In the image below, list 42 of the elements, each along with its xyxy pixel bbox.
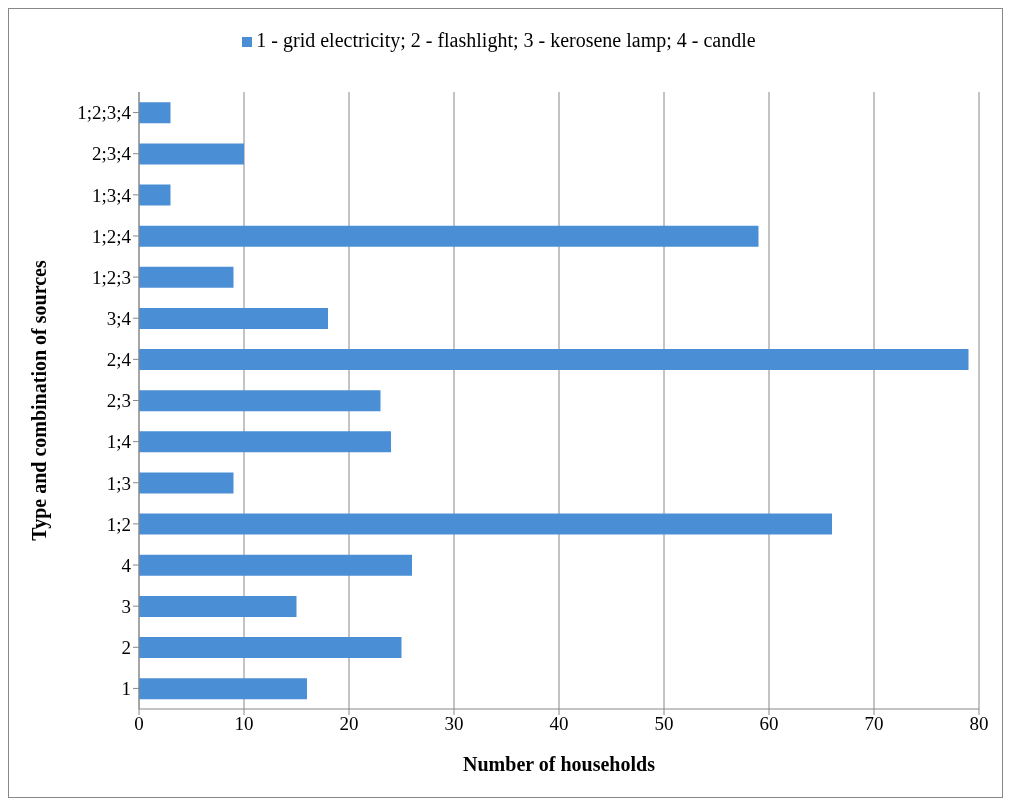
bar [139,307,328,329]
x-tick-label: 30 [444,713,464,735]
bar [139,390,381,412]
x-axis-title: Number of households [463,753,656,775]
legend-label: 1 - grid electricity; 2 - flashlight; 3 - kerosene lamp; 4 - candle [256,29,756,51]
bar [139,102,171,124]
x-tick-label: 0 [134,713,144,735]
bar [139,266,234,288]
x-tick-label: 70 [864,713,884,735]
y-tick-label: 2;3 [106,390,131,412]
bar [139,554,412,576]
y-tick-label: 3;4 [106,307,132,329]
x-tick-label: 40 [549,713,569,735]
y-tick-label: 1 [121,678,131,700]
y-tick-label: 1;2;3 [91,266,131,288]
x-tick-label: 80 [969,713,989,735]
y-tick-label: 1;3 [106,472,131,494]
bar [139,472,234,494]
bar [139,349,969,371]
y-tick-label: 2;4 [106,349,132,371]
bar [139,225,759,247]
bar [139,143,244,165]
y-tick-label: 4 [121,554,132,576]
bar [139,184,171,206]
y-tick-label: 1;2;3;4 [77,102,132,124]
x-tick-label: 20 [339,713,359,735]
x-tick-label: 10 [234,713,254,735]
x-tick-label: 60 [759,713,779,735]
bar [139,637,402,659]
y-tick-label: 1;2;4 [91,225,132,247]
x-tick-label: 50 [654,713,674,735]
y-tick-label: 1;2 [106,513,131,535]
y-tick-label: 1;4 [106,431,132,453]
bar [139,678,307,700]
y-tick-label: 2 [121,637,131,659]
y-tick-label: 3 [121,595,131,617]
y-tick-label: 2;3;4 [91,143,132,165]
bar [139,431,391,453]
y-axis-title: Type and combination of sources [28,260,52,541]
bar [139,513,832,535]
y-tick-label: 1;3;4 [91,184,132,206]
bar [139,595,297,617]
